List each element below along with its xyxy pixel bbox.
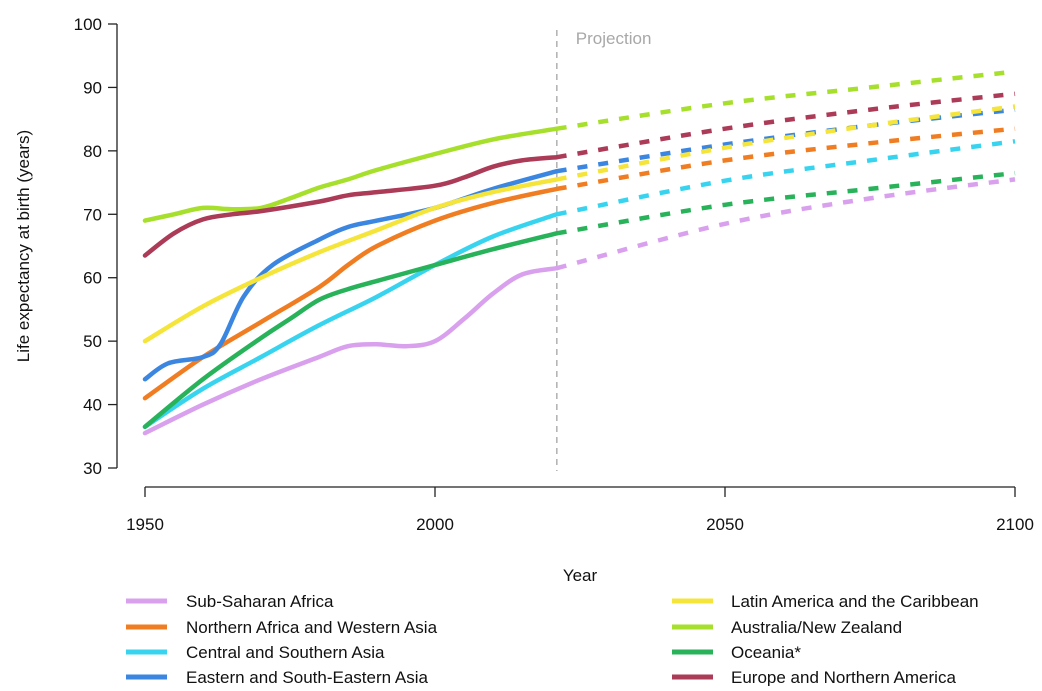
x-tick-label: 2000 [416, 515, 454, 534]
y-axis-title: Life expectancy at birth (years) [14, 130, 33, 362]
series-australia-new-zealand [142, 69, 1016, 223]
legend-label: Northern Africa and Western Asia [186, 618, 438, 637]
x-tick-label: 2100 [996, 515, 1034, 534]
y-tick-label: 60 [83, 269, 102, 288]
y-tick-label: 40 [83, 396, 102, 415]
legend-item: Central and Southern Asia [126, 643, 385, 662]
legend-item: Europe and Northern America [672, 668, 956, 687]
series-oceania [142, 170, 1016, 430]
legend-label: Australia/New Zealand [731, 618, 902, 637]
series-projected-line [556, 91, 1016, 160]
legend-item: Australia/New Zealand [672, 618, 902, 637]
legend-label: Europe and Northern America [731, 668, 956, 686]
legend-label: Central and Southern Asia [186, 643, 385, 662]
series-observed-line [142, 154, 560, 258]
legend-label: Latin America and the Caribbean [731, 592, 979, 611]
legend-item: Eastern and South-Eastern Asia [126, 668, 428, 687]
series-observed-line [142, 177, 560, 344]
x-axis-title: Year [563, 566, 598, 585]
legend-label: Sub-Saharan Africa [186, 592, 334, 611]
series-projected-line [556, 126, 1016, 192]
series-observed-line [142, 126, 560, 223]
legend-label: Eastern and South-Eastern Asia [186, 668, 428, 686]
series-lines [142, 69, 1016, 436]
y-tick-label: 50 [83, 332, 102, 351]
x-tick-label: 2050 [706, 515, 744, 534]
series-central-and-southern-asia [142, 139, 1016, 430]
series-latin-america-and-the-caribbean [142, 104, 1016, 344]
x-tick-label: 1950 [126, 515, 164, 534]
y-tick-label: 30 [83, 459, 102, 478]
series-projected-line [556, 139, 1016, 217]
series-projected-line [556, 69, 1016, 131]
y-tick-label: 80 [83, 142, 102, 161]
y-tick-label: 100 [74, 15, 102, 34]
series-projected-line [556, 170, 1016, 236]
axes: 30 40 50 60 70 80 90 100 1950 2000 2050 2100 Year Lif… [14, 15, 1034, 585]
y-tick-label: 70 [83, 205, 102, 224]
series-sub-saharan-africa [142, 177, 1016, 436]
series-eastern-and-south-eastern-asia [142, 107, 1016, 382]
legend: Sub-Saharan Africa Northern Africa and We… [126, 592, 979, 687]
series-projected-line [556, 177, 1016, 271]
legend-label: Oceania* [731, 643, 801, 662]
series-observed-line [142, 231, 560, 430]
legend-item: Latin America and the Caribbean [672, 592, 979, 611]
series-europe-and-northern-america [142, 91, 1016, 258]
projection-marker: Projection [555, 29, 652, 471]
series-observed-line [142, 212, 560, 430]
legend-item: Northern Africa and Western Asia [126, 618, 438, 637]
series-observed-line [142, 265, 560, 436]
series-projected-line [556, 104, 1016, 182]
legend-item: Oceania* [672, 643, 801, 662]
y-tick-label: 90 [83, 78, 102, 97]
projection-label: Projection [576, 29, 652, 48]
legend-item: Sub-Saharan Africa [126, 592, 334, 611]
